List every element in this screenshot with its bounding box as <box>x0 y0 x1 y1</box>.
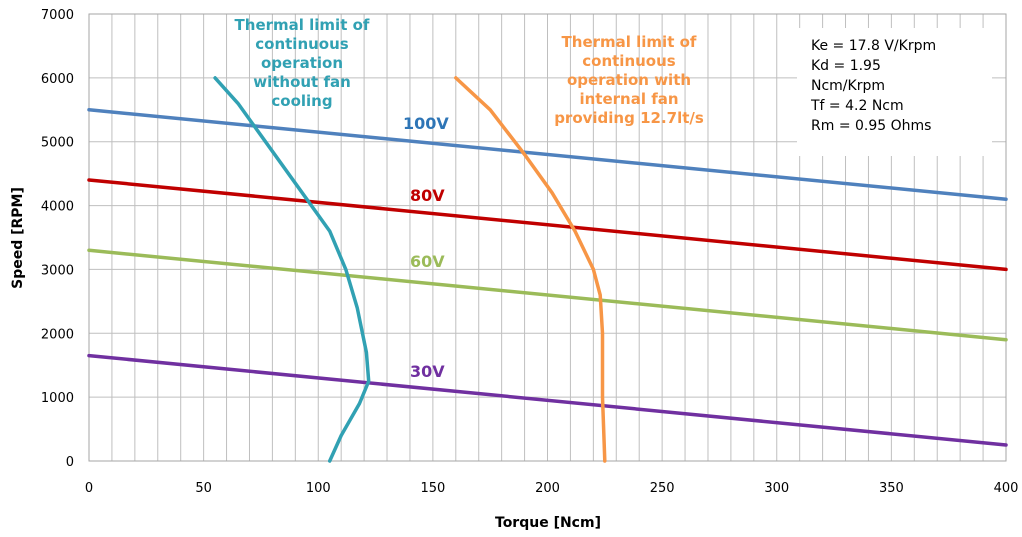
motor-parameter-line: Ke = 17.8 V/Krpm <box>811 38 936 54</box>
series-label-60v: 60V <box>410 252 445 271</box>
x-axis-title: Torque [Ncm] <box>495 515 601 531</box>
series-label-100v: 100V <box>403 114 449 133</box>
motor-parameter-line: Tf = 4.2 Ncm <box>810 98 904 114</box>
chart-series <box>87 76 1008 463</box>
series-line-80v <box>87 178 1008 272</box>
thermal-limit-fan-label-line: internal fan <box>579 90 678 108</box>
x-tick-label: 100 <box>306 481 331 496</box>
x-tick-label: 200 <box>535 481 560 496</box>
thermal-limit-no-fan-label-line: without fan <box>253 73 351 91</box>
series-line-30v <box>87 353 1008 447</box>
x-tick-label: 0 <box>85 481 93 496</box>
motor-parameter-line: Rm = 0.95 Ohms <box>811 118 931 134</box>
x-tick-label: 50 <box>195 481 212 496</box>
y-tick-label: 6000 <box>41 72 74 87</box>
thermal-limit-fan-label-line: continuous <box>582 52 676 70</box>
y-tick-label: 3000 <box>41 263 74 278</box>
motor-parameters: Ke = 17.8 V/Krpm Kd = 1.95 Ncm/Krpm Tf = 4.… <box>810 38 936 134</box>
thermal-limit-no-fan-label-line: continuous <box>255 35 349 53</box>
y-tick-label: 1000 <box>41 391 74 406</box>
plot-area-border <box>88 13 1007 462</box>
x-tick-label: 300 <box>764 481 789 496</box>
series-line-60v <box>87 248 1008 342</box>
thermal-limit-no-fan-curve <box>213 76 371 463</box>
thermal-limit-fan-label-line: Thermal limit of <box>562 33 697 51</box>
x-tick-label: 350 <box>879 481 904 496</box>
chart-tick-labels: 0 50 100 150 200 250 300 350 4000100020003000400… <box>41 8 1019 496</box>
thermal-limit-fan-curve <box>454 76 607 463</box>
y-tick-label: 7000 <box>41 8 74 23</box>
series-line-100v <box>87 108 1008 201</box>
motor-parameter-line: Ncm/Krpm <box>811 78 885 94</box>
series-label-30v: 30V <box>410 362 445 381</box>
y-axis-title: Speed [RPM] <box>10 187 26 289</box>
y-tick-label: 0 <box>66 455 74 470</box>
x-tick-label: 400 <box>994 481 1019 496</box>
parameters-box <box>797 28 992 156</box>
y-tick-label: 5000 <box>41 136 74 151</box>
thermal-limit-fan-label-line: providing 12.7lt/s <box>554 109 704 127</box>
thermal-limit-no-fan-label-line: cooling <box>271 92 332 110</box>
thermal-limit-no-fan-label: Thermal limit ofcontinuousoperationwitho… <box>235 16 370 110</box>
x-tick-label: 250 <box>650 481 675 496</box>
y-tick-label: 2000 <box>41 327 74 342</box>
motor-parameter-line: Kd = 1.95 <box>811 58 881 74</box>
thermal-limit-no-fan-label-line: Thermal limit of <box>235 16 370 34</box>
thermal-limit-no-fan-label-line: operation <box>261 54 343 72</box>
y-tick-label: 4000 <box>41 200 74 215</box>
thermal-limit-fan-label-line: operation with <box>567 71 691 89</box>
series-label-80v: 80V <box>410 186 445 205</box>
x-tick-label: 150 <box>420 481 445 496</box>
